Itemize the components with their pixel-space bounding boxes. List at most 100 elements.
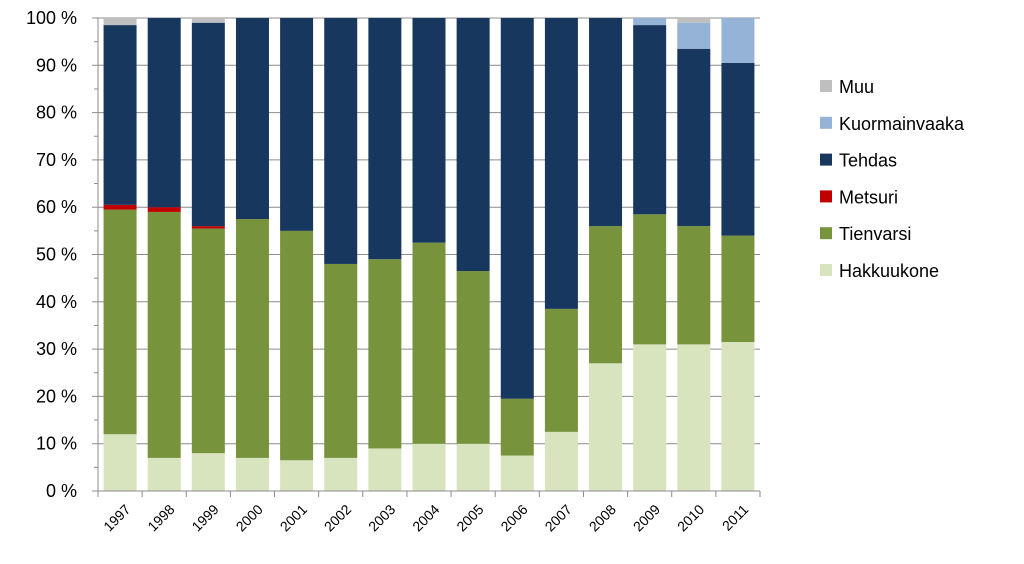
x-tick-label: 2006 (497, 501, 530, 534)
bar-segment-muu (191, 18, 225, 23)
legend-label: Kuormainvaaka (839, 114, 965, 134)
x-tick-label: 2001 (277, 501, 310, 534)
bar-segment-hakkuukone (721, 342, 755, 491)
bar-segment-hakkuukone (544, 431, 578, 491)
y-tick-label: 60 % (36, 197, 77, 217)
legend-swatch (820, 80, 832, 92)
bar-segment-muu (103, 18, 137, 26)
bar-segment-tienvarsi (544, 308, 578, 432)
bar-segment-hakkuukone (103, 434, 137, 491)
bar-segment-tehdas (191, 22, 225, 227)
bar-stack (235, 18, 269, 491)
legend-item: Tienvarsi (820, 224, 911, 244)
bar-segment-tehdas (235, 18, 269, 220)
bar-segment-metsuri (191, 226, 225, 229)
legend-label: Tienvarsi (839, 224, 911, 244)
legend-swatch (820, 190, 832, 203)
legend-swatch (820, 116, 832, 129)
legend-swatch (820, 227, 832, 240)
bar-segment-hakkuukone (280, 460, 314, 491)
bar-segment-tehdas (589, 18, 623, 227)
x-tick-label: 1997 (100, 501, 133, 534)
bar-segment-tienvarsi (589, 226, 623, 364)
bar-segment-tienvarsi (147, 211, 181, 458)
bar-stack (103, 18, 137, 491)
bar-stack (589, 18, 623, 491)
bar-segment-tienvarsi (500, 398, 534, 456)
x-tick-label: 2005 (453, 501, 486, 534)
bar-segment-tehdas (677, 48, 711, 227)
bar-segment-tienvarsi (677, 226, 711, 345)
bar-segment-tehdas (721, 62, 755, 236)
bar-segment-tienvarsi (280, 230, 314, 461)
x-tick-label: 2002 (321, 501, 354, 534)
bar-segment-hakkuukone (633, 344, 667, 491)
bar-segment-muu (677, 18, 711, 23)
x-tick-label: 2000 (233, 501, 266, 534)
bar-stack (677, 18, 711, 491)
bar-segment-tehdas (633, 25, 667, 215)
bar-segment-hakkuukone (147, 457, 181, 491)
legend-item: Hakkuukone (820, 261, 939, 281)
legend-label: Tehdas (839, 151, 897, 171)
legend-swatch (820, 264, 832, 276)
bar-segment-hakkuukone (500, 455, 534, 491)
bar-segment-hakkuukone (191, 453, 225, 491)
bar-segment-tehdas (324, 18, 358, 264)
bar-segment-tehdas (544, 18, 578, 309)
x-tick-label: 1999 (188, 501, 221, 534)
legend-item: Muu (820, 77, 874, 97)
legend-item: Metsuri (820, 187, 898, 207)
legend-item: Kuormainvaaka (820, 114, 965, 134)
bar-stack (721, 18, 755, 491)
bar-stack (324, 18, 358, 491)
bar-segment-metsuri (147, 207, 181, 212)
bar-segment-hakkuukone (235, 457, 269, 491)
legend-swatch (820, 153, 832, 166)
y-tick-label: 50 % (36, 245, 77, 265)
bar-stack (412, 18, 446, 491)
bar-segment-hakkuukone (324, 457, 358, 491)
x-tick-label: 2008 (586, 501, 619, 534)
x-tick-label: 2004 (409, 501, 442, 534)
bar-stack (280, 18, 314, 491)
y-tick-label: 30 % (36, 339, 77, 359)
y-tick-label: 70 % (36, 150, 77, 170)
bar-segment-hakkuukone (368, 448, 402, 491)
x-tick-label: 2011 (719, 501, 752, 534)
bar-segment-kuormainvaaka (677, 22, 711, 49)
bar-segment-tehdas (368, 18, 402, 260)
legend-label: Muu (839, 77, 874, 97)
bar-segment-tienvarsi (412, 242, 446, 444)
bar-segment-tehdas (280, 18, 314, 231)
bar-segment-tehdas (103, 25, 137, 205)
bar-segment-tehdas (456, 18, 490, 272)
y-tick-label: 100 % (26, 8, 77, 28)
bar-segment-metsuri (103, 204, 137, 210)
x-tick-label: 2003 (365, 501, 398, 534)
bar-stack (368, 18, 402, 491)
bar-segment-tienvarsi (368, 259, 402, 449)
x-tick-label: 2010 (674, 501, 707, 534)
legend-label: Metsuri (839, 187, 898, 207)
x-tick-label: 2009 (630, 501, 663, 534)
bar-stack (456, 18, 490, 491)
y-tick-label: 10 % (36, 434, 77, 454)
bar-stack (544, 18, 578, 491)
y-tick-label: 90 % (36, 55, 77, 75)
x-axis-tick-labels: 1997 1998 1999 2000 2001 2002 2003 2004 2005 2006… (100, 501, 751, 534)
bar-segment-tienvarsi (191, 228, 225, 454)
bar-segment-tienvarsi (324, 263, 358, 458)
y-tick-label: 80 % (36, 103, 77, 123)
y-axis-tick-labels: 0 % 10 % 20 % 30 % 40 % 50 % 60 % 70 % 80 % 90 % 1… (26, 8, 77, 501)
legend-item: Tehdas (820, 151, 897, 171)
y-tick-label: 0 % (46, 481, 77, 501)
x-tick-label: 1998 (144, 501, 177, 534)
bar-segment-tienvarsi (235, 219, 269, 458)
y-tick-label: 40 % (36, 292, 77, 312)
bar-stack (191, 18, 225, 491)
legend-label: Hakkuukone (839, 261, 939, 281)
bar-segment-kuormainvaaka (633, 18, 667, 26)
bar-stacks (103, 18, 755, 491)
